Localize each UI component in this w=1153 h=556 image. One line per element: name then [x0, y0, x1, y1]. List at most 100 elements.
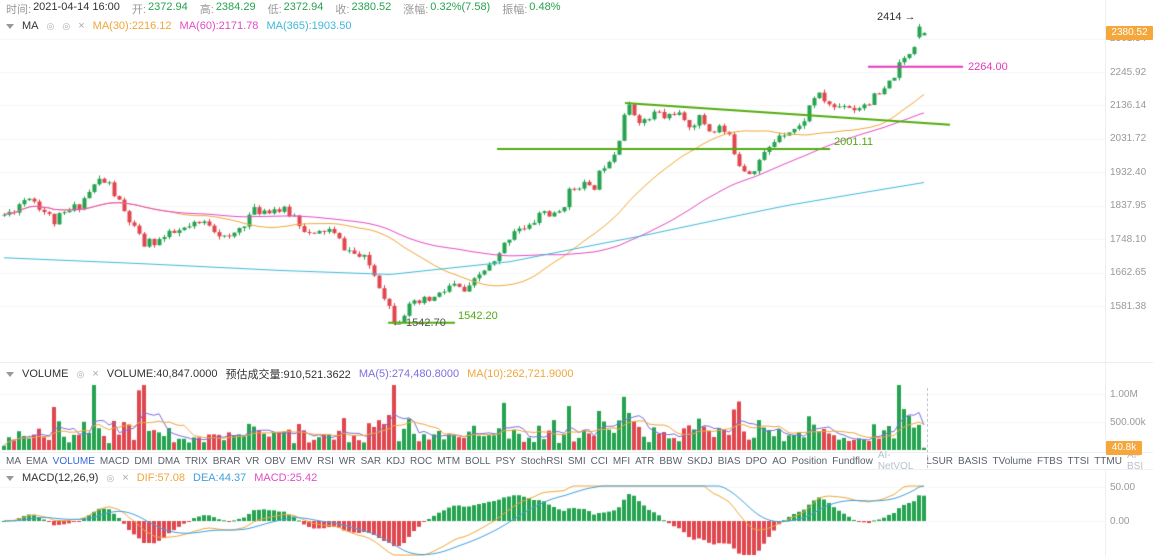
price-tick-label: 2245.92	[1110, 66, 1147, 78]
time-label: 时间:	[6, 4, 32, 16]
legend-value: MA(60):2171.78	[179, 20, 259, 32]
indicator-tab-vr[interactable]: VR	[245, 455, 260, 467]
indicator-tab-skdj[interactable]: SKDJ	[687, 455, 713, 467]
settings-icon[interactable]: ◎	[106, 472, 115, 483]
volume-tick-label: 1.00M	[1110, 388, 1138, 400]
indicator-tab-obv[interactable]: OBV	[264, 455, 286, 467]
macd-tick-label: 0.00	[1110, 515, 1130, 527]
settings-icon[interactable]: ◎	[46, 20, 55, 31]
collapse-caret-icon[interactable]	[6, 475, 14, 481]
ohlc-field-value: 2372.94	[283, 1, 324, 13]
close-icon[interactable]: ×	[122, 472, 129, 484]
legend-value: DIF:57.08	[136, 472, 186, 484]
indicator-tab-ai-netvol[interactable]: AI-NetVOL	[877, 450, 914, 472]
price-tick-label: 1662.65	[1110, 267, 1147, 279]
legend-value: DEA:44.37	[193, 472, 247, 484]
indicator-tab-mtm[interactable]: MTM	[437, 455, 461, 467]
indicator-tab-ai-bsi[interactable]: AI-BSI	[1126, 450, 1144, 472]
ohlc-field-label: 低:	[267, 4, 282, 16]
indicator-tab-roc[interactable]: ROC	[410, 455, 433, 467]
indicator-tab-lsur[interactable]: LSUR	[926, 455, 954, 467]
indicator-tab-psy[interactable]: PSY	[495, 455, 516, 467]
indicator-tab-kdj[interactable]: KDJ	[386, 455, 406, 467]
price-tick-label: 1837.95	[1110, 200, 1147, 212]
collapse-caret-icon[interactable]	[6, 371, 14, 377]
indicator-tab-ao[interactable]: AO	[772, 455, 787, 467]
settings-icon[interactable]: ◎	[62, 20, 71, 31]
indicator-tab-position[interactable]: Position	[791, 455, 828, 467]
ohlc-field-label: 开:	[131, 4, 146, 16]
indicator-tab-volume[interactable]: VOLUME	[52, 455, 95, 467]
macd-indicator-legend: MACD(12,26,9) ◎ × DIF:57.08 DEA:44.37 MACD:25…	[6, 472, 317, 484]
ohlc-info-bar: 时间: 2021-04-14 16:00 开: 2372.94 高: 2384.29 低: 2…	[6, 1, 561, 16]
ohlc-field-value: 0.32%(7.58)	[430, 1, 491, 13]
indicator-tab-bbw[interactable]: BBW	[659, 455, 683, 467]
ma-indicator-legend: MA ◎ ◎ × MA(30):2216.12 MA(60):2171.78 MA(365)…	[6, 20, 351, 32]
indicator-tab-dma[interactable]: DMA	[157, 455, 180, 467]
ohlc-field-value: 2380.52	[351, 1, 392, 13]
session-low-label: ← 1542.70	[392, 316, 446, 329]
indicator-tab-wr[interactable]: WR	[338, 455, 356, 467]
macd-tick-label: 50.00	[1110, 481, 1136, 493]
indicator-tab-trix[interactable]: TRIX	[184, 455, 208, 467]
indicator-tab-basis[interactable]: BASIS	[958, 455, 988, 467]
indicator-tab-brar[interactable]: BRAR	[212, 455, 241, 467]
estimated-volume-marker	[927, 388, 928, 468]
indicator-title: VOLUME	[22, 368, 69, 380]
indicator-tab-ema[interactable]: EMA	[26, 455, 48, 467]
indicator-tab-macd[interactable]: MACD	[99, 455, 130, 467]
indicator-tab-ttsi[interactable]: TTSI	[1067, 455, 1090, 467]
indicator-tab-smi[interactable]: SMI	[567, 455, 586, 467]
price-tick-label: 2031.72	[1110, 133, 1147, 145]
current-volume-badge: 40.8k	[1106, 440, 1142, 455]
indicator-tab-ma[interactable]: MA	[6, 455, 21, 467]
last-price-badge: 2380.52	[1106, 26, 1153, 41]
indicator-tab-mfi[interactable]: MFI	[612, 455, 631, 467]
price-line-label: 2264.00	[968, 60, 1008, 73]
price-line-label: 1542.20	[458, 309, 498, 322]
indicator-tab-sar[interactable]: SAR	[360, 455, 382, 467]
collapse-caret-icon[interactable]	[6, 23, 14, 29]
volume-tick-label: 500.00k	[1110, 416, 1146, 428]
ohlc-field-label: 高:	[199, 4, 214, 16]
indicator-title: MACD(12,26,9)	[22, 472, 99, 484]
price-axis-border	[1105, 0, 1106, 556]
indicator-tab-tvolume[interactable]: TVolume	[992, 455, 1032, 467]
price-tick-label: 1748.10	[1110, 233, 1147, 245]
ohlc-field-value: 2384.29	[215, 1, 256, 13]
legend-value: MA(30):2216.12	[92, 20, 172, 32]
indicator-tab-emv[interactable]: EMV	[290, 455, 313, 467]
indicator-tab-boll[interactable]: BOLL	[465, 455, 491, 467]
indicator-tab-cci[interactable]: CCI	[590, 455, 608, 467]
close-icon[interactable]: ×	[92, 368, 99, 380]
indicator-tab-dpo[interactable]: DPO	[745, 455, 768, 467]
legend-value: MA(365):1903.50	[266, 20, 352, 32]
indicator-title: MA	[22, 20, 39, 32]
ohlc-field-label: 振幅:	[502, 4, 528, 16]
price-line-label: 2001.11	[834, 135, 873, 148]
time-value: 2021-04-14 16:00	[33, 1, 120, 13]
indicator-tab-stochrsi[interactable]: StochRSI	[520, 455, 563, 467]
indicator-tab-ttmu[interactable]: TTMU	[1094, 455, 1122, 467]
ohlc-field-value: 0.48%	[529, 1, 561, 13]
indicator-tab-dmi[interactable]: DMI	[134, 455, 153, 467]
indicator-tab-rsi[interactable]: RSI	[317, 455, 334, 467]
legend-value: MACD:25.42	[254, 472, 318, 484]
indicator-tab-ftbs[interactable]: FTBS	[1036, 455, 1063, 467]
price-tick-label: 1932.40	[1110, 166, 1147, 178]
settings-icon[interactable]: ◎	[76, 368, 85, 379]
legend-value: VOLUME:40,847.0000	[106, 368, 218, 380]
close-icon[interactable]: ×	[78, 20, 85, 32]
pane-divider	[0, 362, 1153, 363]
session-high-label: 2414 →	[877, 10, 916, 23]
indicator-tab-atr[interactable]: ATR	[635, 455, 655, 467]
indicator-tab-bias[interactable]: BIAS	[717, 455, 741, 467]
legend-value: MA(5):274,480.8000	[358, 368, 460, 380]
indicator-tab-bar: MA EMA VOLUME MACD DMI DMA TRIX BRAR VR OBV EMV RSI…	[0, 450, 1153, 472]
ohlc-field-label: 涨幅:	[403, 4, 429, 16]
volume-indicator-legend: VOLUME ◎ × VOLUME:40,847.0000 预估成交量:910,521.…	[6, 366, 574, 382]
indicator-tab-fundflow[interactable]: Fundflow	[832, 455, 873, 467]
ohlc-field-label: 收:	[335, 4, 350, 16]
legend-value: 预估成交量:910,521.3622	[225, 369, 351, 381]
